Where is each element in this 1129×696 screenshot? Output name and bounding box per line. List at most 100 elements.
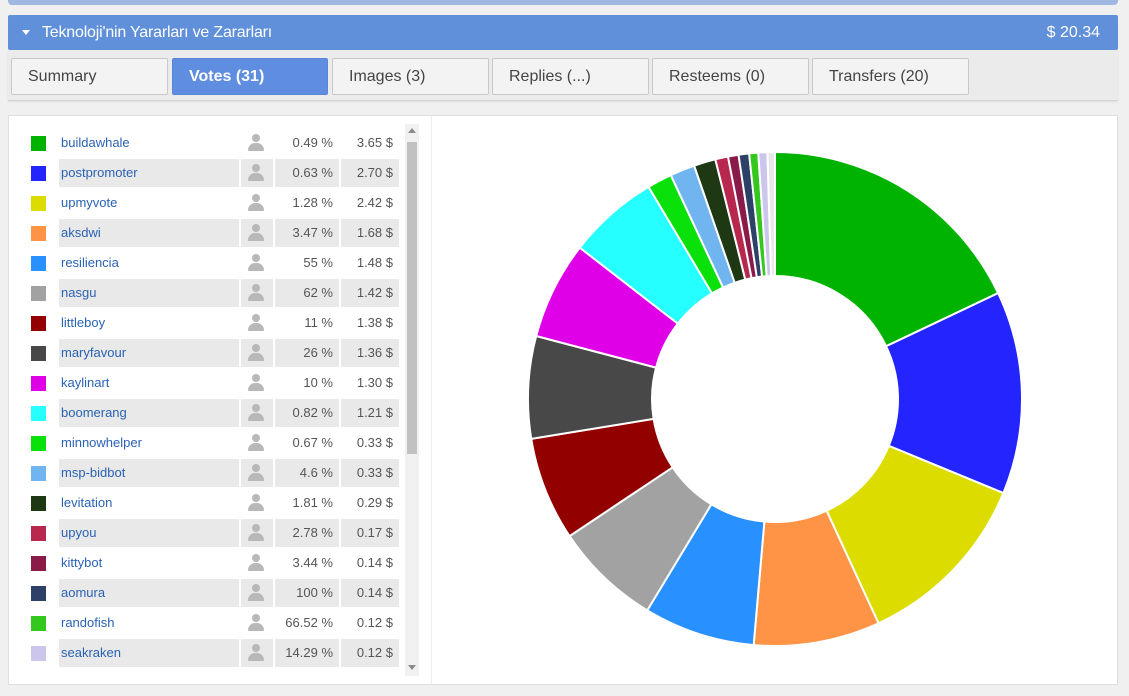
tab-summary[interactable]: Summary: [11, 58, 168, 95]
column-divider: [273, 429, 275, 457]
tab-transfers[interactable]: Transfers (20): [812, 58, 969, 95]
vote-row: kaylinart 10 % 1.30 $: [25, 368, 399, 398]
user-icon[interactable]: [248, 614, 264, 632]
column-divider: [239, 219, 241, 247]
vote-value: 0.29 $: [356, 495, 393, 510]
user-icon[interactable]: [248, 374, 264, 392]
user-icon[interactable]: [248, 194, 264, 212]
voter-name-link[interactable]: msp-bidbot: [61, 465, 126, 480]
column-divider: [239, 639, 241, 667]
donut-slice-others[interactable]: [766, 150, 776, 278]
user-icon[interactable]: [248, 284, 264, 302]
user-icon[interactable]: [248, 524, 264, 542]
user-icon[interactable]: [248, 254, 264, 272]
voter-name-link[interactable]: randofish: [61, 615, 115, 630]
vote-percent: 0.49 %: [292, 135, 333, 150]
tab-votes[interactable]: Votes (31): [172, 58, 328, 95]
vote-value: 1.36 $: [356, 345, 393, 360]
collapse-caret-icon[interactable]: [22, 30, 30, 35]
vote-percent: 4.6 %: [299, 465, 333, 480]
vote-percent: 1.28 %: [292, 195, 333, 210]
vote-value: 0.17 $: [356, 525, 393, 540]
voter-color-swatch: [31, 406, 46, 421]
voter-name-link[interactable]: postpromoter: [61, 165, 138, 180]
tab-resteems[interactable]: Resteems (0): [652, 58, 809, 95]
column-divider: [273, 549, 275, 577]
user-icon[interactable]: [248, 404, 264, 422]
column-divider: [339, 549, 341, 577]
column-divider: [239, 549, 241, 577]
column-divider: [273, 129, 275, 157]
column-divider: [239, 309, 241, 337]
user-icon[interactable]: [248, 344, 264, 362]
voter-name-link[interactable]: resiliencia: [61, 255, 119, 270]
voter-name-link[interactable]: buildawhale: [61, 135, 130, 150]
tab-images[interactable]: Images (3): [332, 58, 489, 95]
voter-name-link[interactable]: upmyvote: [61, 195, 118, 210]
tab-replies[interactable]: Replies (...): [492, 58, 649, 95]
user-icon[interactable]: [248, 224, 264, 242]
voter-color-swatch: [31, 196, 46, 211]
voter-name-link[interactable]: kittybot: [61, 555, 103, 570]
voter-name-link[interactable]: boomerang: [61, 405, 127, 420]
user-icon[interactable]: [248, 464, 264, 482]
voter-color-swatch: [31, 616, 46, 631]
user-icon[interactable]: [248, 584, 264, 602]
voter-name-link[interactable]: minnowhelper: [61, 435, 142, 450]
column-divider: [273, 189, 275, 217]
scroll-thumb[interactable]: [407, 142, 417, 454]
voter-name-link[interactable]: aomura: [61, 585, 106, 600]
vote-percent: 14.29 %: [285, 645, 333, 660]
voter-color-swatch: [31, 556, 46, 571]
voter-color-swatch: [31, 466, 46, 481]
scroll-down-arrow-icon[interactable]: [408, 665, 416, 670]
vote-value: 1.30 $: [356, 375, 393, 390]
user-icon[interactable]: [248, 314, 264, 332]
user-icon[interactable]: [248, 134, 264, 152]
voter-name-link[interactable]: upyou: [61, 525, 97, 540]
voter-name-link[interactable]: maryfavour: [61, 345, 127, 360]
vote-value: 0.12 $: [356, 645, 393, 660]
column-divider: [339, 159, 341, 187]
column-divider: [239, 399, 241, 427]
post-title-bar[interactable]: Teknoloji'nin Yararları ve Zararları $ 2…: [8, 15, 1118, 50]
voter-name-link[interactable]: aksdwi: [61, 225, 101, 240]
vote-percent: 26 %: [303, 345, 333, 360]
voter-color-swatch: [31, 226, 46, 241]
column-divider: [339, 459, 341, 487]
user-icon[interactable]: [248, 434, 264, 452]
voter-color-swatch: [31, 346, 46, 361]
vote-percent: 1.81 %: [292, 495, 333, 510]
column-divider: [239, 459, 241, 487]
vote-list-scrollbar[interactable]: [405, 124, 419, 676]
user-icon[interactable]: [248, 164, 264, 182]
user-icon[interactable]: [248, 494, 264, 512]
vote-percent: 11 %: [304, 315, 333, 330]
column-divider: [239, 609, 241, 637]
user-icon[interactable]: [248, 644, 264, 662]
donut-slice-buildawhale[interactable]: [774, 150, 1000, 348]
column-divider: [339, 279, 341, 307]
voter-name-link[interactable]: levitation: [61, 495, 113, 510]
row-background: [59, 219, 399, 247]
column-divider: [339, 339, 341, 367]
vote-row: nasgu 62 % 1.42 $: [25, 278, 399, 308]
donut-slice-upmyvote[interactable]: [825, 444, 1005, 625]
column-divider: [273, 339, 275, 367]
column-divider: [239, 339, 241, 367]
post-title: Teknoloji'nin Yararları ve Zararları: [42, 23, 273, 41]
vote-value: 0.14 $: [356, 585, 393, 600]
voter-name-link[interactable]: kaylinart: [61, 375, 110, 390]
voter-name-link[interactable]: seakraken: [61, 645, 121, 660]
voter-name-link[interactable]: nasgu: [61, 285, 97, 300]
column-divider: [239, 489, 241, 517]
user-icon[interactable]: [248, 554, 264, 572]
voter-name-link[interactable]: littleboy: [61, 315, 106, 330]
column-divider: [273, 489, 275, 517]
vote-percent: 0.67 %: [292, 435, 333, 450]
vote-list[interactable]: buildawhale 0.49 % 3.65 $ postpromoter 0.63 …: [25, 128, 399, 676]
column-divider: [339, 609, 341, 637]
scroll-up-arrow-icon[interactable]: [408, 128, 416, 133]
row-background: [59, 339, 399, 367]
row-background: [59, 399, 399, 427]
